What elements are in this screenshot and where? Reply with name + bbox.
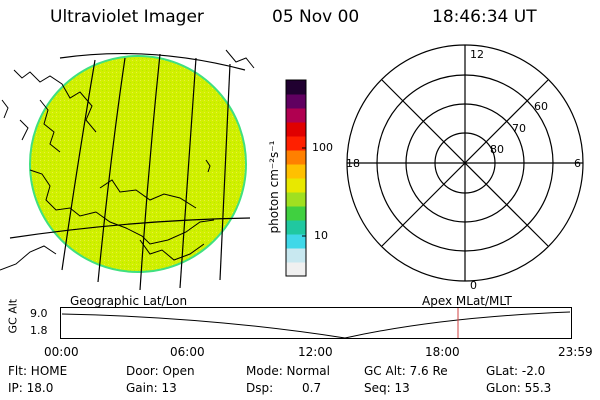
colorbar-cell [286, 262, 306, 277]
apex-caption: Apex MLat/MLT [422, 294, 512, 308]
time-label: 18:46:34 UT [432, 7, 537, 27]
instrument-title: Ultraviolet Imager [50, 7, 204, 27]
colorbar-cell [286, 220, 306, 235]
info-seq: Seq: 13 [364, 381, 410, 395]
colorbar-cell [286, 178, 306, 193]
info-dsp-label: Dsp: [246, 381, 274, 395]
colorbar-cell [286, 136, 306, 151]
mlt-0-label: 0 [470, 279, 477, 290]
xtick-2: 12:00 [298, 345, 333, 359]
mlt-18-label: 18 [346, 157, 360, 170]
info-mode: Mode: Normal [246, 364, 330, 378]
colorbar [285, 79, 307, 277]
colorbar-cell [286, 150, 306, 165]
xtick-4: 23:59 [558, 345, 593, 359]
polar-diagonal-b [381, 79, 549, 247]
colorbar-cell [286, 164, 306, 179]
colorbar-cell [286, 108, 306, 123]
mlat-70-label: 70 [512, 122, 526, 135]
info-flt: Flt: HOME [8, 364, 68, 378]
globe-limb [29, 55, 247, 273]
mlt-12-label: 12 [470, 48, 484, 61]
geographic-image [0, 49, 255, 290]
longitude-lines [61, 53, 231, 290]
info-gcalt: GC Alt: 7.6 Re [364, 364, 448, 378]
altitude-tick-low: 1.8 [30, 324, 48, 337]
colorbar-cell [286, 248, 306, 263]
colorbar-tick-high-label: 100 [312, 141, 333, 154]
colorbar-frame [285, 79, 307, 277]
mlt-6-label: 6 [574, 157, 581, 170]
date-label: 05 Nov 00 [272, 7, 360, 27]
globe-disk [30, 56, 246, 272]
mlat-80-label: 80 [490, 143, 504, 156]
colorbar-cell [286, 206, 306, 221]
info-gain: Gain: 13 [126, 381, 177, 395]
coastlines [0, 49, 255, 271]
info-glat: GLat: -2.0 [486, 364, 546, 378]
info-glon: GLon: 55.3 [486, 381, 552, 395]
xtick-3: 18:00 [425, 345, 460, 359]
colorbar-tick-low-label: 10 [314, 229, 328, 242]
colorbar-cell [286, 94, 306, 109]
xtick-0: 00:00 [44, 345, 79, 359]
polar-plot: 12 0 18 6 60 70 80 [346, 44, 584, 290]
mlat-60-label: 60 [534, 100, 548, 113]
colorbar-cell [286, 80, 306, 95]
altitude-plot [60, 307, 572, 339]
xtick-1: 06:00 [170, 345, 205, 359]
info-door: Door: Open [126, 364, 195, 378]
geographic-caption: Geographic Lat/Lon [70, 294, 188, 308]
altitude-curve [61, 311, 571, 339]
info-ip: IP: 18.0 [8, 381, 54, 395]
altitude-axis-label: GC Alt [6, 298, 20, 334]
info-dsp-value: 0.7 [302, 381, 322, 395]
altitude-tick-high: 9.0 [30, 307, 48, 320]
colorbar-cell [286, 192, 306, 207]
colorbar-unit-label: photon cm⁻²s⁻¹ [267, 140, 281, 234]
latitude-lines [9, 52, 251, 239]
colorbar-cell [286, 122, 306, 137]
colorbar-cells [286, 80, 306, 277]
colorbar-cell [286, 234, 306, 249]
